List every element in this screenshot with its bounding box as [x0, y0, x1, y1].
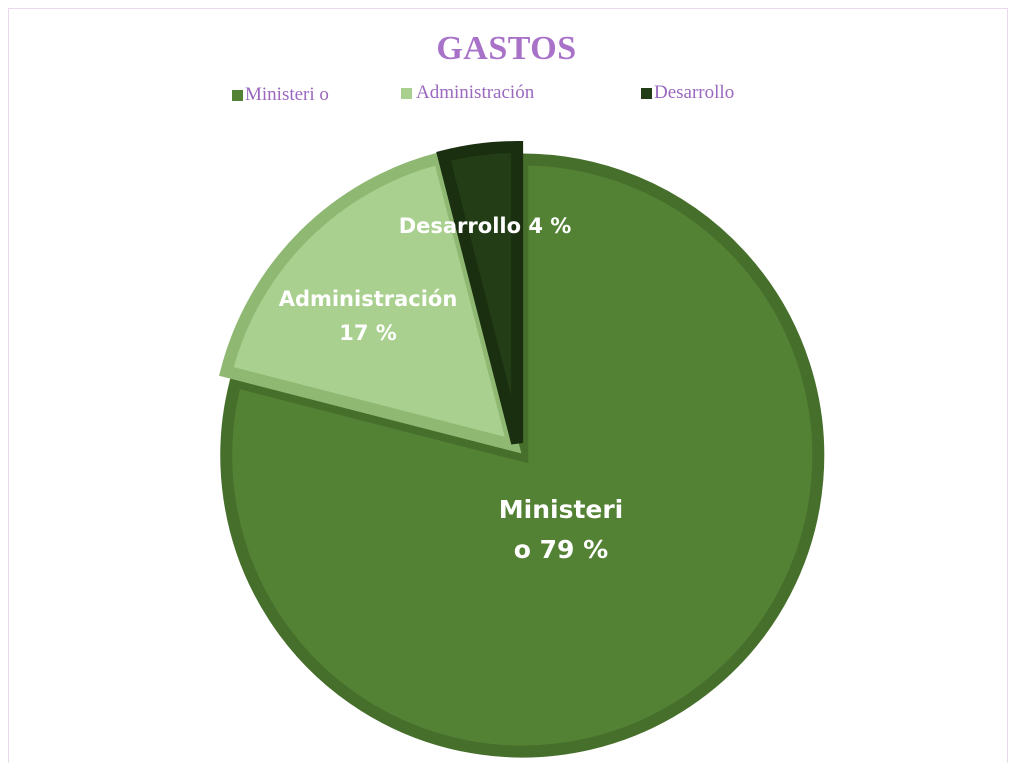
legend-swatch-ministerio	[232, 90, 243, 101]
data-label-ministerio-line-2: o 79 %	[514, 535, 608, 564]
pie-data-labels: Ministeri o 79 % Administración 17 % Desarro…	[279, 214, 624, 564]
data-label-desarrollo-line-1: Desarrollo 4 %	[399, 214, 572, 238]
data-label-administracion-line-1: Administración	[279, 287, 458, 311]
data-label-ministerio-line-1: Ministeri	[499, 495, 624, 524]
pie-slice-desarrollo	[436, 141, 524, 445]
pie-slices	[219, 141, 825, 758]
pie-slice-administracion	[219, 151, 522, 454]
pie-slice-ministerio	[220, 153, 825, 758]
legend-swatch-administracion	[401, 88, 412, 99]
data-label-administracion-line-2: 17 %	[339, 321, 397, 345]
chart-title: GASTOS	[436, 30, 577, 67]
legend-label-administracion: Administración	[416, 82, 535, 103]
legend-label-ministerio: Ministeri o	[245, 84, 329, 105]
legend-swatch-desarrollo	[641, 88, 652, 99]
legend-label-desarrollo: Desarrollo	[654, 82, 735, 103]
chart-frame	[8, 8, 1008, 763]
